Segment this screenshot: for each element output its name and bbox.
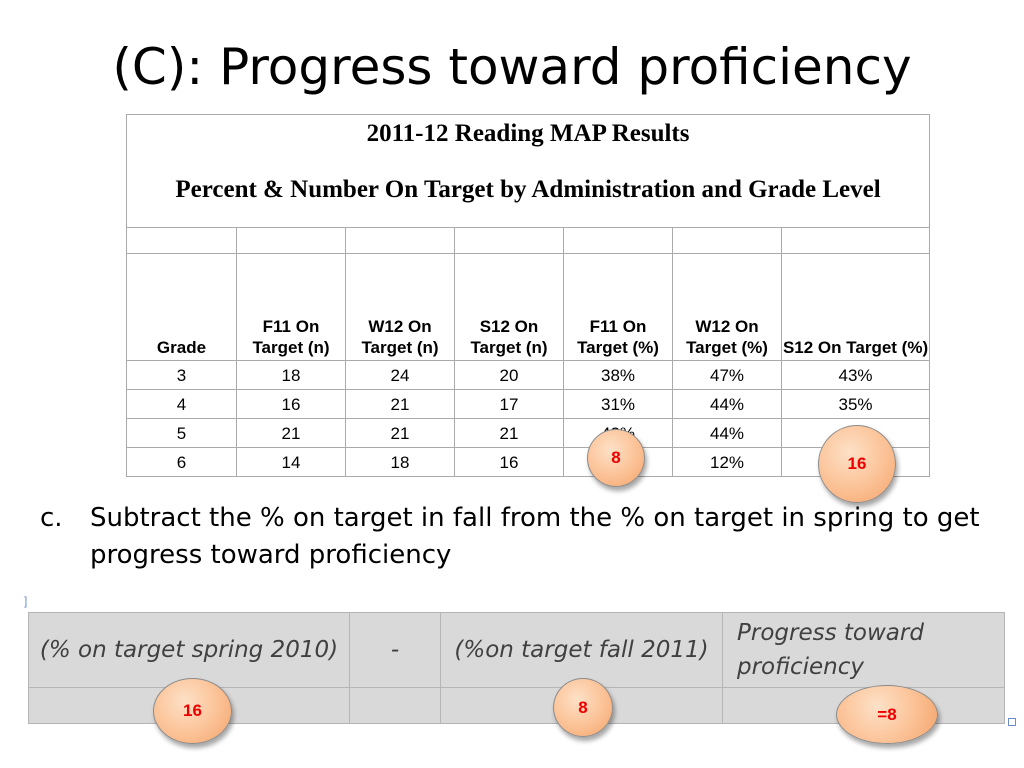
table-cell: 12% <box>672 447 782 477</box>
table-cell: 6 <box>126 447 237 477</box>
table-cell: 18 <box>345 447 455 477</box>
table-row: 5 21 21 21 42% 44% 40% <box>126 418 931 448</box>
table-title: 2011-12 Reading MAP Results <box>125 114 931 153</box>
table-cell: 4 <box>126 389 237 419</box>
table-cell: 18 <box>236 360 346 390</box>
table-cell: 21 <box>454 418 564 448</box>
column-header: F11 On Target (n) <box>236 253 346 361</box>
table-cell: 31% <box>563 389 673 419</box>
table-cell: 21 <box>345 418 455 448</box>
table-cell <box>349 687 441 724</box>
table-cell: 17 <box>454 389 564 419</box>
table-cell: 44% <box>672 418 782 448</box>
table-row: 3 18 24 20 38% 47% 43% <box>126 360 931 390</box>
table-cell: 38% <box>563 360 673 390</box>
column-header: W12 On Target (%) <box>672 253 782 361</box>
spacer-row <box>126 227 931 254</box>
table-cell: 5 <box>126 418 237 448</box>
minus-sign: - <box>349 612 441 688</box>
table-cell: 43% <box>780 360 931 390</box>
table-cell: 35% <box>780 389 931 419</box>
table-cell: 21 <box>236 418 346 448</box>
table-row: 6 14 18 16 12% <box>126 447 931 477</box>
table-row: 4 16 21 17 31% 44% 35% <box>126 389 931 419</box>
table-cell: 20 <box>454 360 564 390</box>
progress-header-row: (% on target spring 2010) - (%on target … <box>28 612 1005 688</box>
spring-column-header: (% on target spring 2010) <box>28 612 350 688</box>
instruction-text: Subtract the % on target in fall from th… <box>90 503 980 570</box>
table-cell: 21 <box>345 389 455 419</box>
table-cell: 16 <box>236 389 346 419</box>
header-row: Grade F11 On Target (n) W12 On Target (n… <box>126 253 931 361</box>
column-header: F11 On Target (%) <box>563 253 673 361</box>
table-subtitle: Percent & Number On Target by Administra… <box>125 153 931 228</box>
fall-column-header: (%on target fall 2011) <box>440 612 723 688</box>
progress-column-header: Progress toward proficiency <box>722 612 1005 688</box>
selection-bracket-icon: ] <box>24 594 28 608</box>
instruction-item: c. Subtract the % on target in fall from… <box>40 500 1015 574</box>
spring-value-bubble: 16 <box>153 678 232 744</box>
table-cell: 14 <box>236 447 346 477</box>
result-bubble: =8 <box>836 685 938 744</box>
table-cell: 3 <box>126 360 237 390</box>
resize-handle[interactable] <box>1008 718 1016 726</box>
column-header: Grade <box>126 253 237 361</box>
fall-percent-bubble: 8 <box>587 429 645 487</box>
column-header: S12 On Target (n) <box>454 253 564 361</box>
column-header: W12 On Target (n) <box>345 253 455 361</box>
map-results-table: 2011-12 Reading MAP Results Percent & Nu… <box>125 114 931 477</box>
list-letter: c. <box>40 503 63 533</box>
fall-value-bubble: 8 <box>553 678 613 737</box>
table-cell: 24 <box>345 360 455 390</box>
table-cell: 44% <box>672 389 782 419</box>
column-header: S12 On Target (%) <box>780 253 931 361</box>
table-cell: 47% <box>672 360 782 390</box>
spring-percent-bubble: 16 <box>818 425 896 503</box>
slide-title: (C): Progress toward proficiency <box>112 38 912 96</box>
table-cell: 16 <box>454 447 564 477</box>
